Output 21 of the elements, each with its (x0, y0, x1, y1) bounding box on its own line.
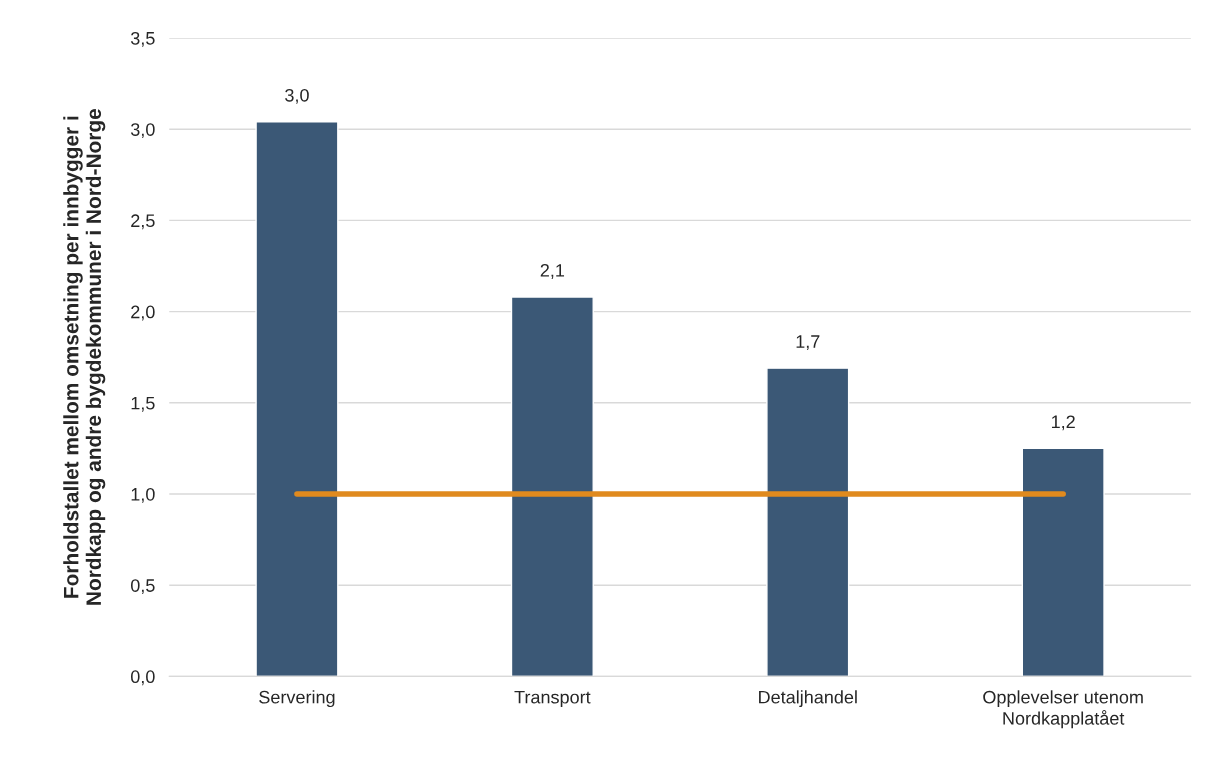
x-tick-label: Transport (514, 690, 591, 708)
y-tick-label: 3,5 (130, 31, 155, 47)
bar (255, 121, 339, 677)
data-label: 1,7 (796, 335, 820, 351)
y-tick-label: 2,0 (131, 305, 155, 321)
bar (1021, 447, 1105, 677)
y-tick-label: 0,5 (130, 579, 155, 595)
y-tick-label: 3,0 (130, 123, 155, 139)
x-tick-label: Opplevelser utenom Nordkapplatået (983, 690, 1143, 729)
data-label: 3,0 (285, 88, 309, 104)
y-tick-label: 1,5 (131, 396, 155, 412)
y-tick-label: 2,5 (131, 214, 155, 230)
x-tick-label: Detaljhandel (759, 690, 857, 708)
x-tick-label: Servering (259, 690, 335, 708)
y-tick-label: 0,0 (130, 670, 155, 686)
y-tick-label: 1,0 (131, 487, 155, 503)
bar (510, 296, 594, 677)
data-label: 2,1 (540, 263, 565, 279)
bar (766, 367, 850, 677)
data-label: 1,2 (1051, 415, 1075, 431)
y-axis-title: Forholdstallet mellom omsetning per innbygger i Nordkapp og andre bygdekommuner i Nord-Norge (63, 109, 106, 605)
